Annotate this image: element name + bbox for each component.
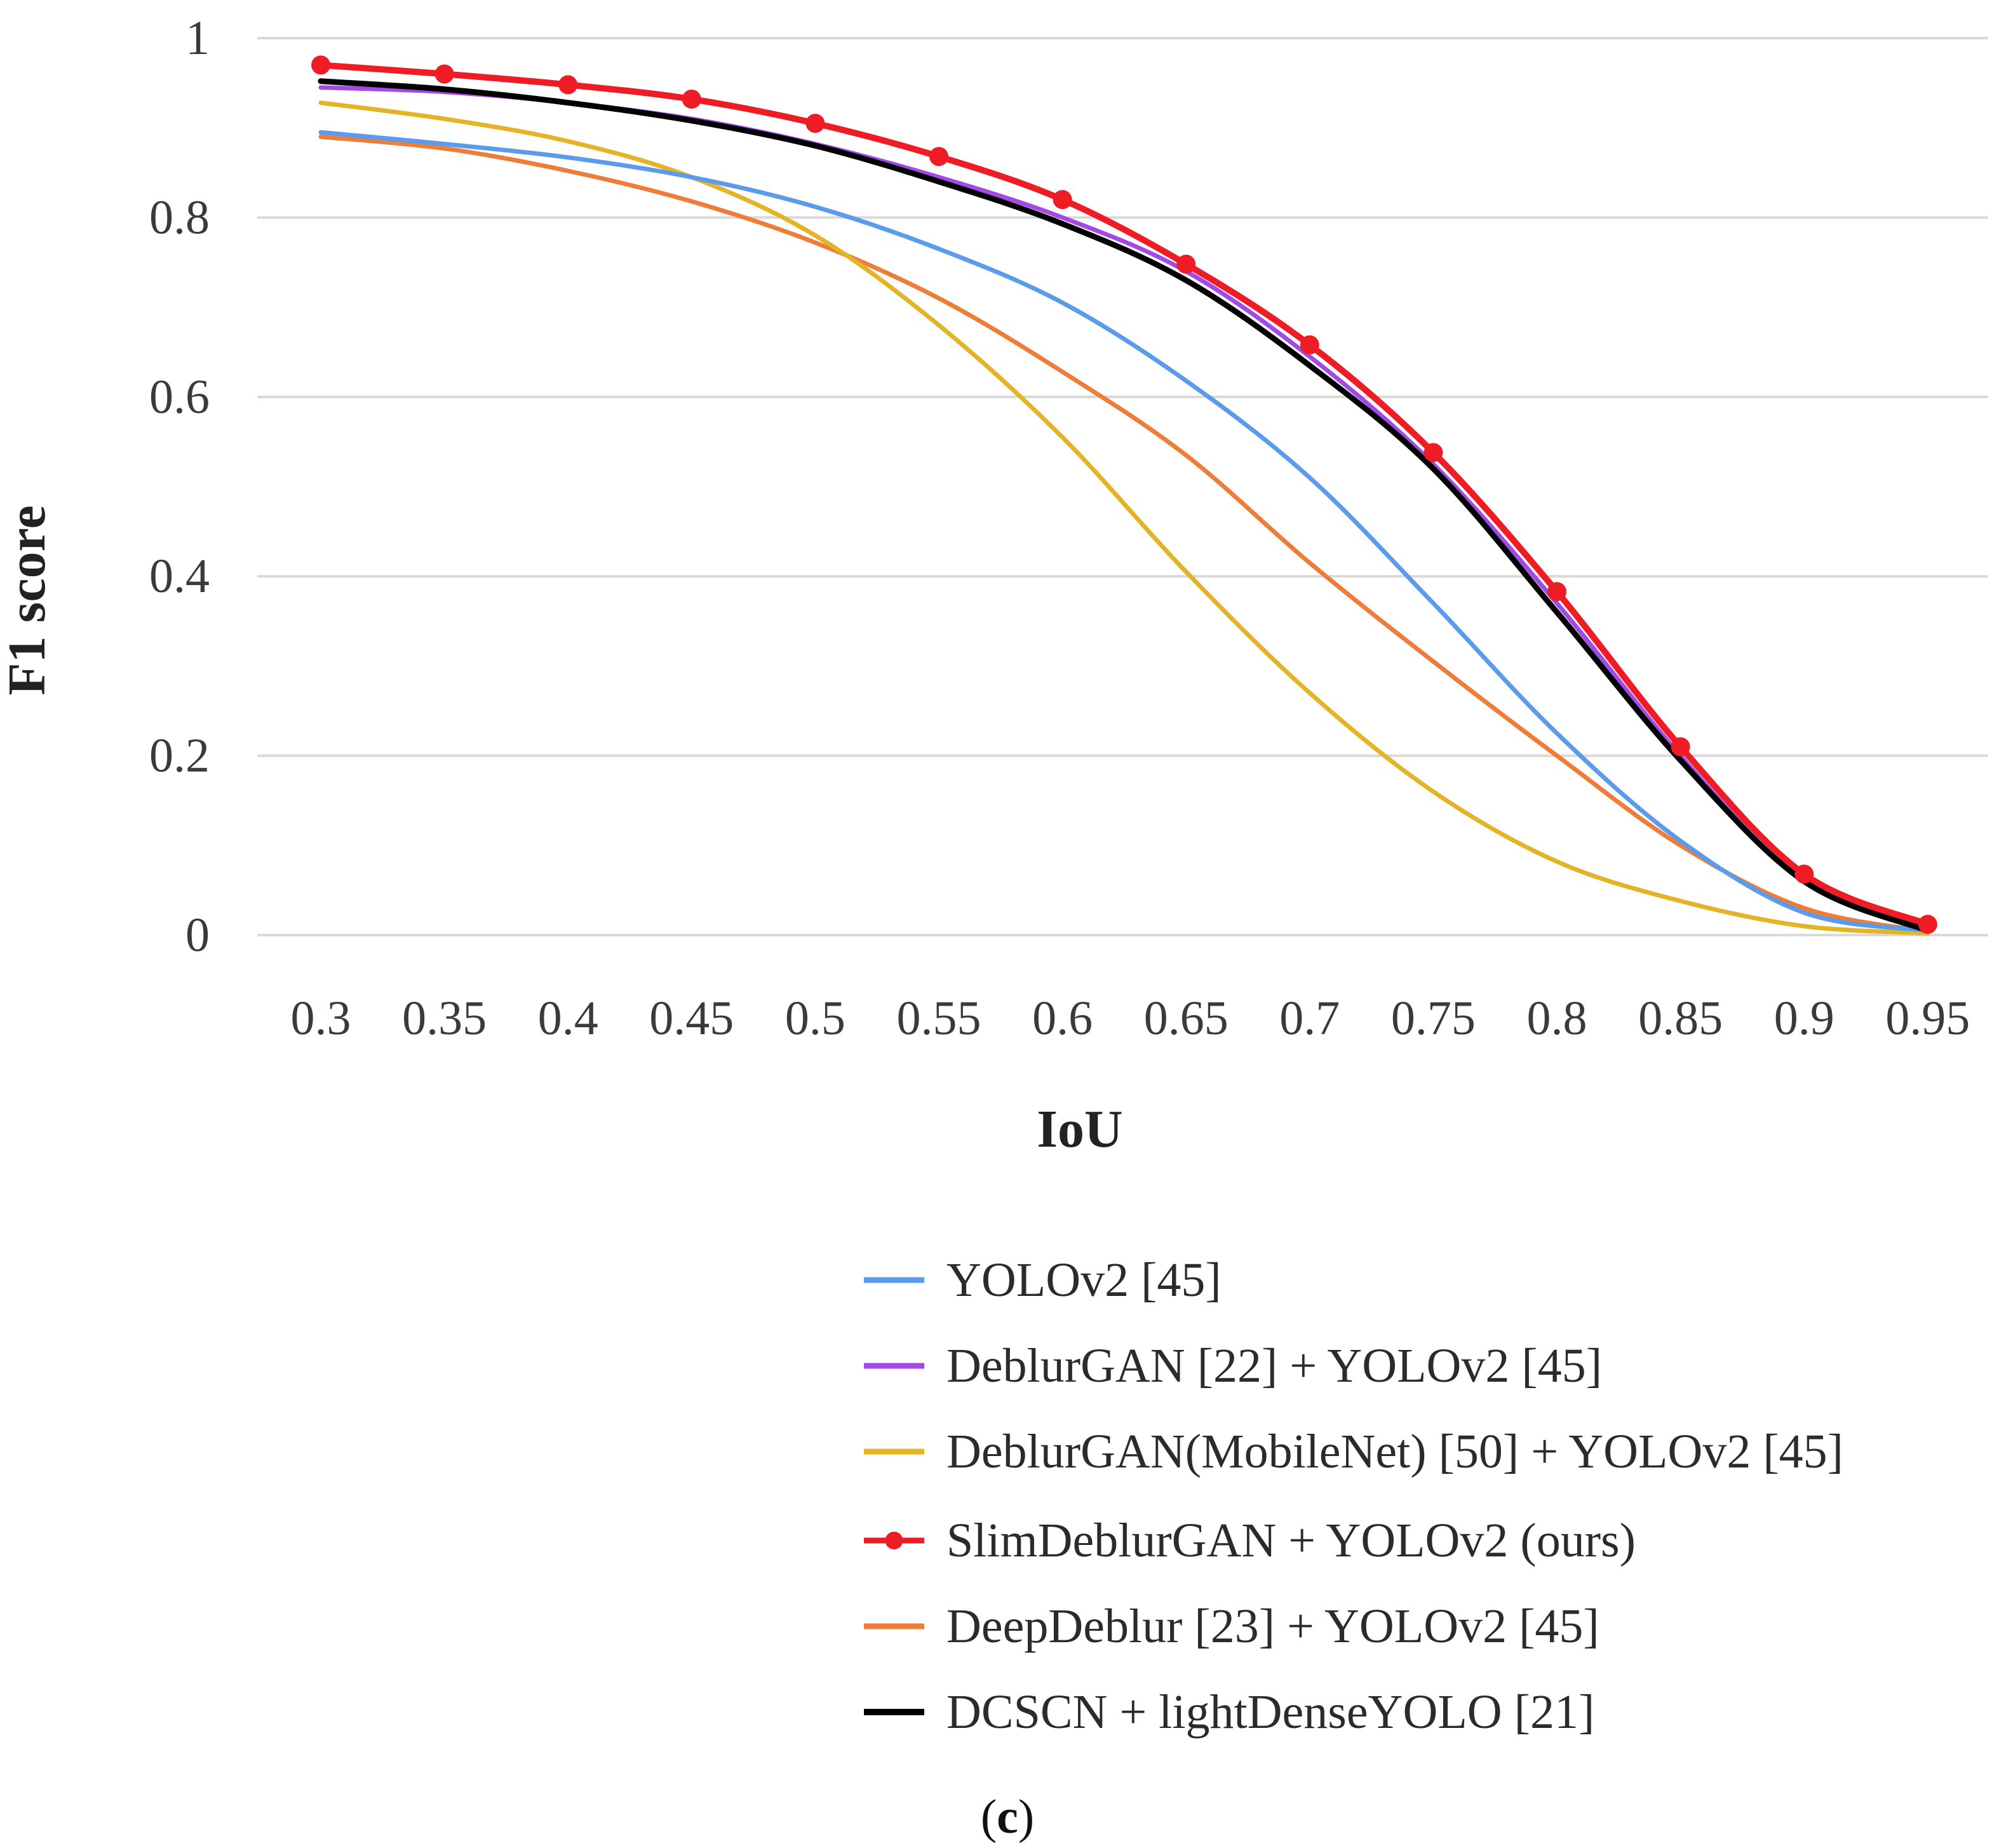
- x-tick-label: 0.75: [1391, 992, 1476, 1045]
- data-point: [1300, 335, 1319, 354]
- x-tick-label: 0.9: [1774, 992, 1834, 1045]
- legend-label: DCSCN + lightDenseYOLO [21]: [946, 1685, 1594, 1739]
- x-tick-label: 0.45: [649, 992, 734, 1045]
- legend-item-deblurgan-22-yolov2-45: DeblurGAN [22] + YOLOv2 [45]: [864, 1339, 1602, 1393]
- data-point: [1918, 915, 1937, 934]
- x-tick-label: 0.5: [785, 992, 845, 1045]
- data-point: [805, 114, 825, 133]
- data-point: [1671, 737, 1690, 757]
- legend-label: DeblurGAN [22] + YOLOv2 [45]: [946, 1339, 1602, 1393]
- y-tick-label: 0.8: [149, 191, 210, 244]
- x-tick-label: 0.8: [1527, 992, 1587, 1045]
- series-deepdeblur-23-yolov2-45: [318, 134, 1930, 934]
- x-axis-title: IoU: [1037, 1100, 1122, 1159]
- legend-label: DeblurGAN(MobileNet) [50] + YOLOv2 [45]: [946, 1425, 1843, 1478]
- x-tick-label: 0.6: [1032, 992, 1093, 1045]
- data-point: [1547, 582, 1566, 602]
- legend-label: DeepDeblur [23] + YOLOv2 [45]: [946, 1600, 1599, 1653]
- data-point: [682, 90, 701, 109]
- y-axis-title: F1 score: [0, 505, 57, 695]
- y-axis-ticks: 0 0.2 0.4 0.6 0.8 1: [149, 11, 210, 962]
- caption-close: ): [1018, 1790, 1034, 1844]
- data-point: [1053, 190, 1072, 210]
- legend-item-deepdeblur-23-yolov2-45: DeepDeblur [23] + YOLOv2 [45]: [864, 1600, 1599, 1653]
- caption-letter: c: [997, 1790, 1018, 1844]
- series-slimdeblurgan-yolov2-ours: [311, 55, 1937, 934]
- x-axis-ticks: 0.3 0.35 0.4 0.45 0.5 0.55 0.6 0.65 0.7 0.75 0.8 0.…: [291, 992, 1970, 1045]
- legend: YOLOv2 [45] DeblurGAN [22] + YOLOv2 [45] D…: [864, 1253, 1843, 1739]
- y-tick-label: 0.4: [149, 550, 210, 603]
- legend-item-slimdeblurgan-yolov2-ours: SlimDeblurGAN + YOLOv2 (ours): [864, 1514, 1636, 1567]
- series-line: [318, 134, 1930, 934]
- x-tick-label: 0.35: [402, 992, 487, 1045]
- data-point: [434, 64, 454, 84]
- data-point: [558, 75, 578, 95]
- legend-label: YOLOv2 [45]: [946, 1253, 1222, 1307]
- series-line: [318, 85, 1930, 932]
- figure-caption: (c): [981, 1790, 1034, 1844]
- series-line: [318, 100, 1930, 936]
- data-point: [1176, 254, 1196, 274]
- series-deblurgan-22-yolov2-45: [318, 85, 1930, 932]
- caption-open: (: [981, 1790, 997, 1844]
- x-tick-label: 0.55: [897, 992, 981, 1045]
- series-line: [318, 62, 1931, 928]
- legend-label: SlimDeblurGAN + YOLOv2 (ours): [946, 1514, 1636, 1567]
- y-tick-label: 0.6: [149, 370, 210, 424]
- x-tick-label: 0.95: [1885, 992, 1970, 1045]
- x-tick-label: 0.3: [291, 992, 351, 1045]
- data-point: [929, 147, 948, 166]
- series-line: [318, 130, 1930, 933]
- x-tick-label: 0.65: [1144, 992, 1229, 1045]
- legend-item-dcscn-lightdenseyolo-21: DCSCN + lightDenseYOLO [21]: [864, 1685, 1594, 1739]
- x-tick-label: 0.4: [538, 992, 598, 1045]
- y-tick-label: 0.2: [149, 729, 210, 783]
- y-tick-label: 1: [185, 11, 210, 65]
- legend-item-yolov2-45: YOLOv2 [45]: [864, 1253, 1222, 1307]
- series-deblurgan-mobilenet-50-yolov2-45: [318, 100, 1930, 936]
- legend-marker: [885, 1532, 903, 1549]
- series-yolov2-45: [318, 130, 1930, 933]
- x-tick-label: 0.85: [1638, 992, 1723, 1045]
- data-point: [311, 55, 330, 75]
- data-point: [1794, 864, 1814, 884]
- legend-item-deblurgan-mobilenet-50-yolov2-45: DeblurGAN(MobileNet) [50] + YOLOv2 [45]: [864, 1425, 1843, 1478]
- x-tick-label: 0.7: [1279, 992, 1340, 1045]
- series-lines: [311, 55, 1937, 936]
- data-point: [1424, 443, 1443, 462]
- grid-lines: [257, 37, 1988, 936]
- y-tick-label: 0: [185, 908, 210, 962]
